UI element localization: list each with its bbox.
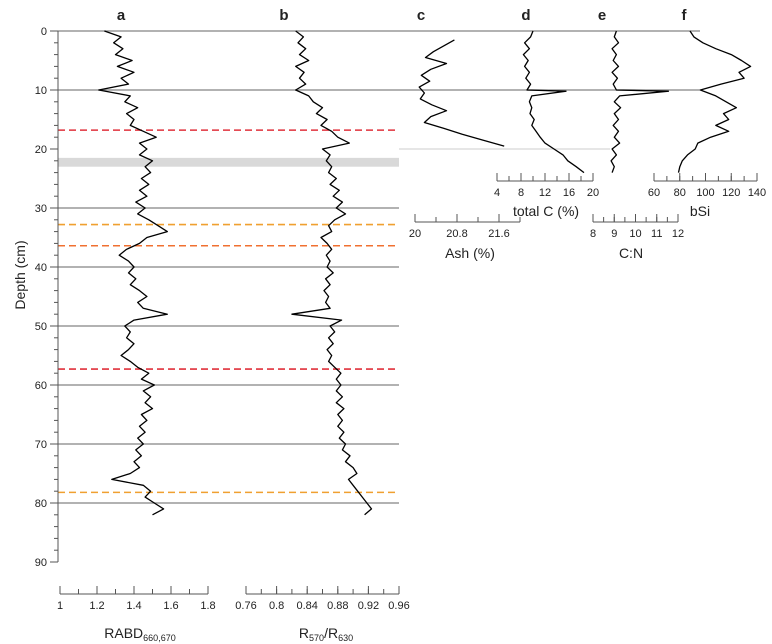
x-tick-label-d: 16 (563, 187, 575, 199)
depth-axis-label: Depth (cm) (12, 240, 28, 309)
depth-tick-label: 50 (35, 321, 47, 333)
x-tick-label-f: 60 (648, 187, 660, 199)
x-axis-label-b: R570/R630 (299, 625, 353, 643)
x-tick-label-b: 0.88 (327, 600, 348, 612)
panel-letter-f: f (682, 7, 688, 24)
depth-tick-label: 10 (35, 85, 47, 97)
x-tick-label-e: 8 (590, 228, 596, 240)
panel-letter-b: b (279, 7, 288, 24)
x-tick-label-c: 21.6 (488, 228, 509, 240)
x-tick-label-b: 0.84 (296, 600, 317, 612)
x-tick-label-b: 0.96 (388, 600, 409, 612)
x-tick-label-c: 20 (409, 228, 421, 240)
x-tick-label-a: 1.2 (89, 600, 104, 612)
x-tick-label-a: 1 (57, 600, 63, 612)
series-line-a (98, 30, 168, 516)
x-tick-label-f: 120 (722, 187, 740, 199)
x-axis-label-d: total C (%) (513, 203, 579, 219)
x-axis-label-e: C:N (619, 245, 643, 261)
x-tick-label-f: 100 (696, 187, 714, 199)
panel-letter-e: e (598, 7, 606, 24)
x-axis-label-f: bSi (690, 203, 710, 219)
panel-letter-c: c (417, 7, 425, 24)
axes-layer: 0 10 20 30 40 50 60 70 80 90 Depth (cm) a 1 1.2 1.4 1.6… (12, 7, 766, 643)
x-tick-label-d: 12 (539, 187, 551, 199)
x-tick-label-b: 0.92 (358, 600, 379, 612)
panel-letter-a: a (117, 7, 126, 24)
depth-tick-label: 60 (35, 380, 47, 392)
x-axis-label-c: Ash (%) (445, 245, 495, 261)
x-tick-label-b: 0.8 (269, 600, 284, 612)
x-tick-label-c: 20.8 (446, 228, 467, 240)
x-tick-label-b: 0.76 (235, 600, 256, 612)
x-tick-label-e: 12 (672, 228, 684, 240)
x-tick-label-e: 10 (629, 228, 641, 240)
x-tick-label-a: 1.4 (126, 600, 141, 612)
x-tick-label-d: 8 (518, 187, 524, 199)
depth-tick-label: 0 (41, 26, 47, 38)
series-line-c (418, 39, 505, 147)
x-tick-label-a: 1.8 (200, 600, 215, 612)
depth-tick-label: 70 (35, 439, 47, 451)
series-line-d (522, 30, 585, 174)
x-tick-label-e: 9 (611, 228, 617, 240)
shaded-depth-band (58, 157, 399, 167)
panel-letter-d: d (521, 7, 530, 24)
x-tick-label-f: 80 (674, 187, 686, 199)
series-layer (98, 30, 752, 516)
x-tick-label-a: 1.6 (163, 600, 178, 612)
x-tick-label-e: 11 (651, 228, 662, 240)
background-layer (58, 30, 700, 504)
x-tick-label-f: 140 (748, 187, 766, 199)
depth-tick-label: 30 (35, 203, 47, 215)
series-line-b (291, 30, 373, 516)
x-tick-label-d: 4 (494, 187, 500, 199)
depth-tick-label: 80 (35, 498, 47, 510)
depth-tick-label: 20 (35, 144, 47, 156)
depth-tick-label: 90 (35, 557, 47, 569)
x-axis-label-a: RABD660,670 (104, 625, 175, 643)
x-tick-label-d: 20 (587, 187, 599, 199)
series-line-f (677, 30, 752, 173)
series-line-e (610, 30, 670, 173)
depth-tick-label: 40 (35, 262, 47, 274)
